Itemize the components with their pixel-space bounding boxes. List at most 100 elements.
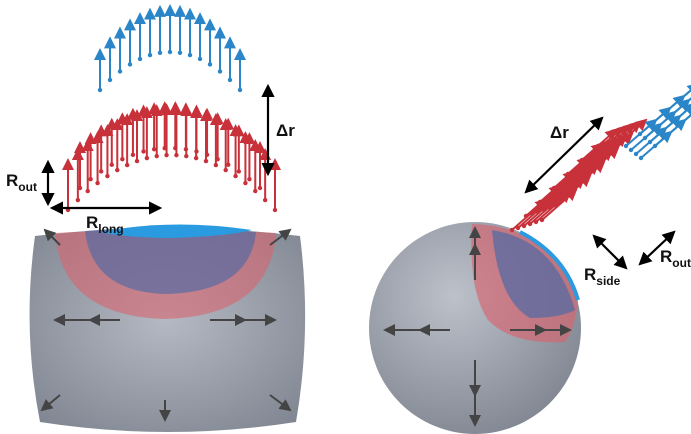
arrow — [667, 82, 691, 111]
arrow-base — [253, 188, 258, 194]
arrow-base — [543, 197, 549, 203]
arrow — [269, 394, 292, 412]
arrow-base — [194, 149, 199, 154]
arrow — [535, 190, 572, 223]
arrow-base — [173, 145, 178, 151]
dimension-arrows — [41, 83, 676, 270]
arrow-base — [565, 171, 571, 177]
arrow — [511, 198, 548, 231]
arrow-base — [567, 189, 573, 195]
arrow-base — [603, 149, 609, 155]
arrow-base — [557, 183, 563, 189]
arrow-base — [217, 69, 223, 74]
arrow-base — [656, 123, 662, 129]
arrow-base — [575, 177, 581, 183]
arrow-base — [549, 195, 555, 201]
arrow-base — [237, 87, 243, 93]
arrow-base — [151, 147, 157, 152]
arrow-base — [633, 151, 639, 157]
arrow-base — [595, 161, 601, 167]
arrow-base — [262, 197, 268, 203]
arrow-base — [193, 155, 199, 161]
arrow-base — [589, 163, 595, 169]
arrow-base — [197, 56, 203, 62]
arrow-base — [521, 223, 527, 229]
arrow-base — [109, 162, 114, 167]
arrow-base — [75, 197, 81, 203]
arrow-base — [541, 207, 547, 213]
arrow — [681, 88, 691, 99]
arrow-base — [144, 155, 150, 161]
arrow-base — [272, 207, 278, 213]
arrow-base — [137, 56, 143, 62]
arrow-base — [115, 167, 120, 173]
arrow-base — [97, 87, 103, 93]
arrow-base — [561, 191, 567, 197]
label-r-side: Rside — [584, 265, 621, 288]
arrow-base — [117, 69, 123, 74]
arrow-base — [177, 50, 183, 55]
arrow-base — [130, 152, 136, 157]
arrow-base — [675, 115, 681, 121]
arrow-base — [679, 95, 685, 101]
arrow-base — [661, 127, 667, 133]
arrow — [523, 194, 560, 227]
arrow-base — [628, 147, 634, 153]
arrow-base — [529, 211, 535, 217]
arrow-base — [105, 173, 110, 179]
arrow-base — [154, 153, 159, 159]
label-r-out: Rout — [6, 171, 37, 194]
arrow-base — [147, 52, 153, 58]
arrow-base — [652, 143, 658, 149]
arrow-base — [642, 135, 648, 141]
arrow-base — [120, 157, 125, 162]
arrow-base — [167, 49, 173, 55]
arrow-base — [184, 153, 189, 159]
arrow-base — [223, 167, 228, 173]
arrow-base — [95, 180, 100, 186]
arrow-base — [553, 203, 559, 209]
label-r-out-right: Rout — [660, 247, 691, 270]
label-delta-r-right: Δr — [550, 123, 569, 142]
arrow-base — [665, 107, 671, 113]
arrow-base — [134, 158, 140, 164]
arrow-base — [537, 199, 543, 205]
arrow-base — [236, 169, 242, 174]
arrow-base — [547, 205, 553, 211]
arrow-base — [88, 176, 93, 182]
arrow — [597, 132, 634, 165]
arrow-base — [174, 152, 179, 158]
arrow-base — [637, 131, 643, 137]
label-delta-r: Δr — [276, 121, 295, 140]
arrow-base — [227, 77, 233, 83]
arrow-base — [571, 169, 577, 175]
arrow-base — [509, 227, 515, 233]
arrow-base — [77, 185, 83, 191]
arrow-base — [684, 99, 690, 105]
arrow-base — [579, 157, 585, 163]
arrow-base — [124, 162, 130, 168]
arrow-base — [583, 165, 589, 171]
arrow-base — [98, 169, 104, 174]
arrow-base — [127, 62, 133, 67]
arrow — [43, 228, 61, 246]
arrow-base — [651, 119, 657, 125]
arrow-base — [670, 111, 676, 117]
arrow-base — [638, 155, 644, 161]
arrow-base — [539, 217, 545, 223]
arrow-base — [207, 62, 213, 67]
arrow-base — [233, 173, 238, 179]
arrow-base — [515, 225, 521, 231]
arrow-base — [577, 167, 583, 173]
arrow-base — [162, 145, 167, 151]
arrow-base — [141, 149, 146, 154]
arrow-base — [204, 152, 210, 157]
arrow-base — [203, 158, 209, 164]
arrow-base — [666, 131, 672, 137]
cylinder-body — [29, 224, 306, 432]
arrow-base — [215, 157, 220, 162]
label-r-long: Rlong — [86, 213, 124, 236]
arrow-base — [187, 52, 193, 58]
arrow-base — [247, 176, 252, 182]
